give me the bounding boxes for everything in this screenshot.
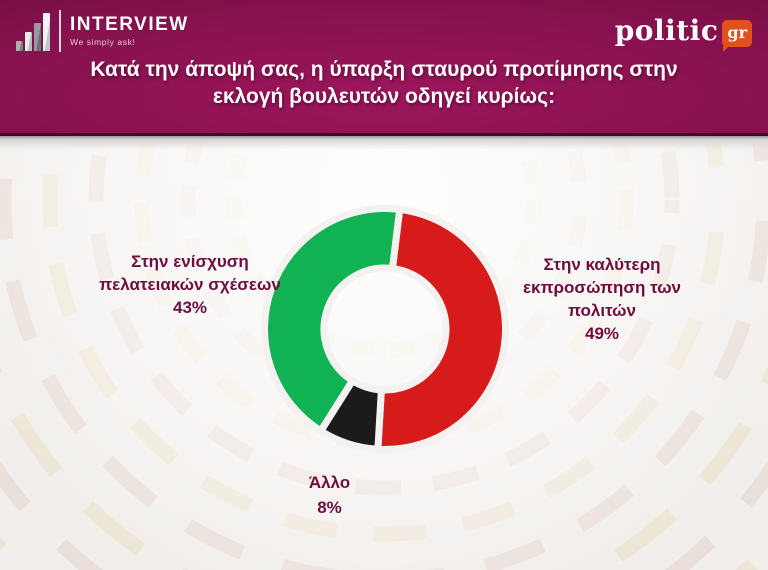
interview-logo-text: INTERVIEW We simply ask!: [70, 14, 189, 48]
label-line: πολιτών: [567, 301, 637, 320]
question-line-1: Κατά την άποψή σας, η ύπαρξη σταυρού προ…: [90, 58, 678, 81]
chart-area: Στην ενίσχυση πελατειακών σχέσεων 43% Στ…: [0, 136, 768, 570]
label-line: εκπροσώπηση των: [522, 278, 682, 297]
label-red-segment: Στην καλύτερη εκπροσώπηση των πολιτών 49…: [497, 253, 707, 345]
label-line: Άλλο: [308, 473, 351, 492]
bar-chart-icon-bar: [43, 13, 50, 51]
donut-slice-0: [374, 205, 509, 453]
question-title: Κατά την άποψή σας, η ύπαρξη σταυρού προ…: [0, 56, 768, 110]
interview-logo-tagline: We simply ask!: [70, 37, 136, 47]
label-value: 43%: [172, 298, 208, 317]
band-shadow-edge: [0, 136, 768, 150]
bar-chart-icon-bar: [16, 41, 23, 51]
donut-slice-2: [261, 205, 404, 436]
label-line: Στην καλύτερη: [543, 255, 661, 274]
label-value: 49%: [584, 324, 620, 343]
header-band: INTERVIEW We simply ask! politic gr Κατά…: [0, 0, 768, 136]
label-black-segment: Άλλο 8%: [267, 470, 392, 520]
donut-chart: [261, 205, 509, 453]
question-line-2: εκλογή βουλευτών οδηγεί κυρίως:: [212, 85, 556, 108]
label-value: 8%: [317, 498, 342, 517]
bar-chart-icon-bar: [34, 23, 41, 51]
politic-logo-name: politic: [614, 14, 719, 47]
logo-divider: [59, 10, 61, 52]
interview-logo-name: INTERVIEW: [70, 14, 189, 35]
label-line: πελατειακών σχέσεων: [99, 275, 281, 294]
label-line: Στην ενίσχυση: [131, 252, 249, 271]
politic-gr-badge: gr: [722, 20, 752, 52]
label-green-segment: Στην ενίσχυση πελατειακών σχέσεων 43%: [85, 250, 295, 319]
bar-chart-icon-bar: [25, 32, 32, 51]
interview-logo: INTERVIEW We simply ask!: [16, 10, 189, 52]
bar-chart-icon: [16, 11, 50, 51]
politic-logo: politic gr: [614, 14, 752, 52]
